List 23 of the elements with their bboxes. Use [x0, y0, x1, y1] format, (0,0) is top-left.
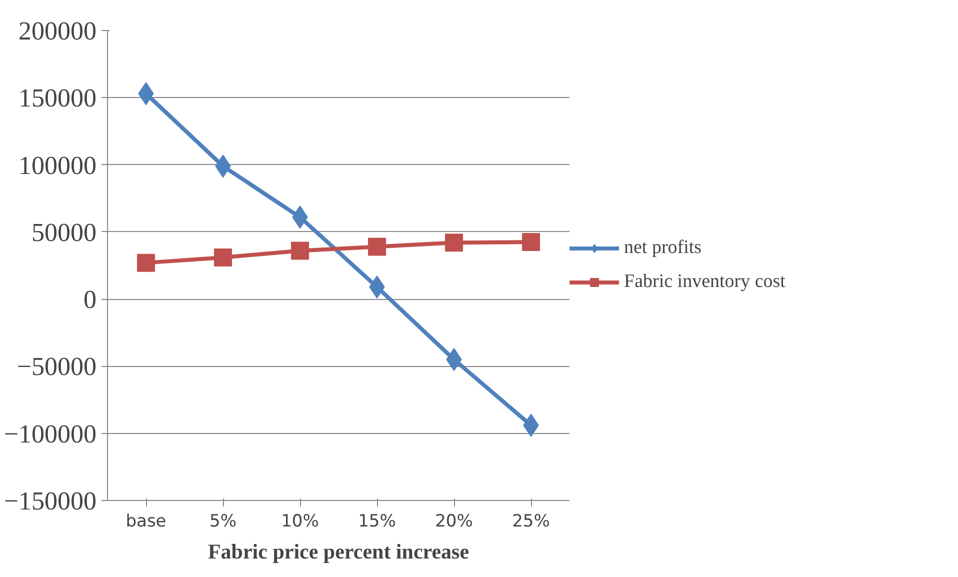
point — [291, 242, 309, 260]
x-tick-label: 10% — [281, 512, 319, 532]
y-tick-label: −50000 — [16, 352, 97, 382]
x-tick-label: 20% — [435, 512, 473, 532]
legend-label: Fabric inventory cost — [624, 271, 786, 293]
x-tick-label: 5% — [210, 512, 236, 532]
y-tick-label: −150000 — [4, 486, 97, 516]
point — [368, 238, 386, 256]
point — [522, 233, 540, 251]
point — [445, 234, 463, 252]
y-tick-label: 150000 — [18, 84, 96, 113]
y-tick-label: −100000 — [4, 419, 97, 448]
y-tick-label: 200000 — [18, 16, 96, 46]
y-tick-label: 0 — [84, 285, 96, 314]
y-tick-label: 100000 — [18, 150, 96, 180]
y-tick-label: 50000 — [32, 218, 96, 247]
x-tick-label: base — [126, 512, 166, 532]
point — [137, 254, 155, 272]
x-tick-label: 15% — [358, 512, 396, 532]
x-tick-label: 25% — [512, 512, 550, 532]
x-axis-title: Fabric price percent increase — [208, 540, 470, 564]
legend-label: net profits — [624, 237, 702, 259]
point — [214, 248, 232, 266]
